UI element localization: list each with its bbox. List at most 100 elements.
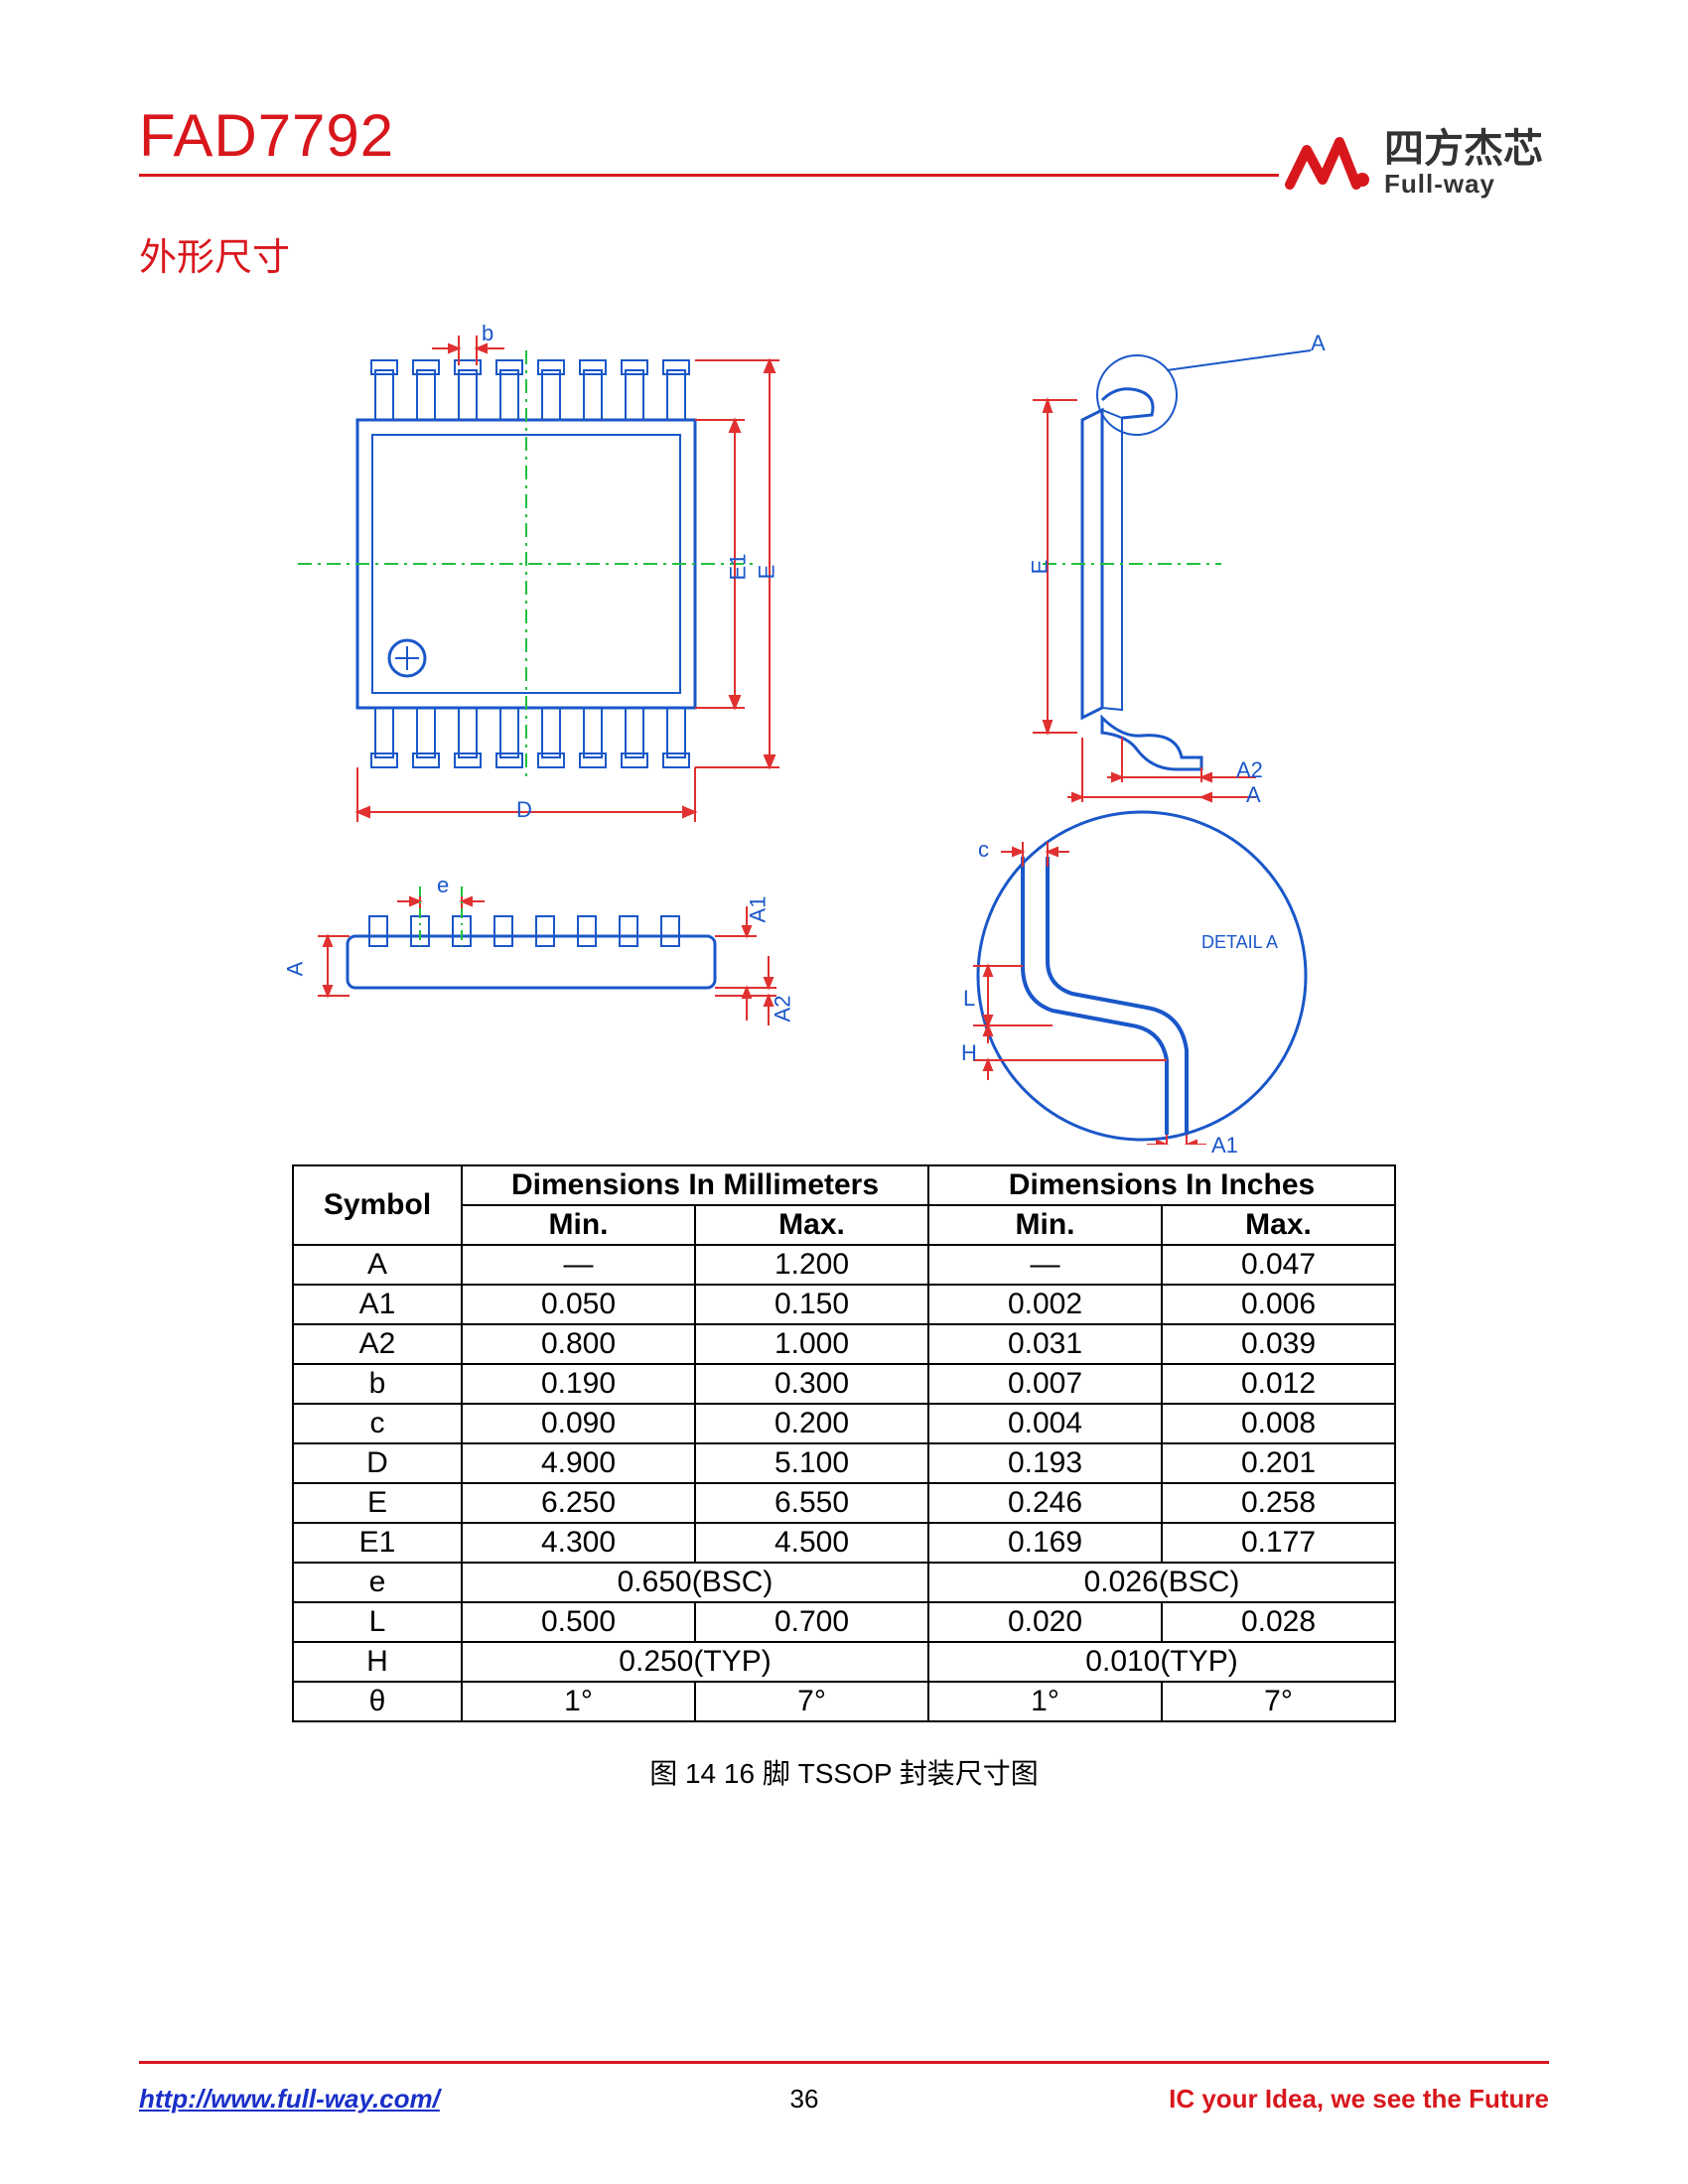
cell-symbol: E: [293, 1483, 462, 1523]
cell-symbol: e: [293, 1563, 462, 1602]
dim-A-label: A: [1246, 782, 1261, 808]
cell-symbol: A: [293, 1245, 462, 1285]
cell-in-span: 0.026(BSC): [928, 1563, 1395, 1602]
col-symbol: Symbol: [293, 1165, 462, 1245]
cell-mm-max: 7°: [695, 1682, 928, 1721]
cell-mm-min: 0.090: [462, 1404, 695, 1443]
cell-mm-min: 4.300: [462, 1523, 695, 1563]
package-diagram: b D E1 E e A A1 A2 A E A2 A c L H DETAIL…: [139, 301, 1549, 1145]
dim-e-label: e: [437, 873, 449, 898]
table-row: e0.650(BSC)0.026(BSC): [293, 1563, 1395, 1602]
cell-mm-max: 1.200: [695, 1245, 928, 1285]
dim-c-label: c: [978, 837, 989, 863]
page-header: FAD7792 四方杰芯 Full-way: [139, 99, 1549, 177]
col-in: Dimensions In Inches: [928, 1165, 1395, 1205]
dim-A-label-side: A: [282, 962, 308, 977]
callout-A-label: A: [1311, 331, 1326, 356]
cell-in-min: 0.169: [928, 1523, 1162, 1563]
cell-in-max: 0.012: [1162, 1364, 1395, 1404]
cell-mm-max: 1.000: [695, 1324, 928, 1364]
cell-mm-max: 0.700: [695, 1602, 928, 1642]
dim-A1-label-side: A1: [745, 896, 771, 923]
cell-symbol: b: [293, 1364, 462, 1404]
cell-symbol: θ: [293, 1682, 462, 1721]
cell-in-min: 0.193: [928, 1443, 1162, 1483]
table-row: E14.3004.5000.1690.177: [293, 1523, 1395, 1563]
cell-mm-max: 0.300: [695, 1364, 928, 1404]
cell-in-max: 0.258: [1162, 1483, 1395, 1523]
dim-E1-label: E1: [725, 554, 751, 581]
col-mm-max: Max.: [695, 1205, 928, 1245]
cell-in-min: 0.007: [928, 1364, 1162, 1404]
cell-in-min: 0.246: [928, 1483, 1162, 1523]
cell-in-max: 0.039: [1162, 1324, 1395, 1364]
table-header-row: Symbol Dimensions In Millimeters Dimensi…: [293, 1165, 1395, 1205]
cell-in-max: 7°: [1162, 1682, 1395, 1721]
cell-symbol: A2: [293, 1324, 462, 1364]
logo-en: Full-way: [1384, 169, 1543, 200]
table-row: A20.8001.0000.0310.039: [293, 1324, 1395, 1364]
cell-symbol: H: [293, 1642, 462, 1682]
cell-mm-span: 0.650(BSC): [462, 1563, 928, 1602]
dim-D-label: D: [516, 797, 532, 823]
cell-in-max: 0.177: [1162, 1523, 1395, 1563]
logo-icon: [1285, 130, 1374, 200]
col-in-max: Max.: [1162, 1205, 1395, 1245]
table-row: H0.250(TYP)0.010(TYP): [293, 1642, 1395, 1682]
cell-in-max: 0.006: [1162, 1285, 1395, 1324]
page-number: 36: [790, 2084, 819, 2115]
dim-L-label: L: [963, 986, 975, 1012]
logo-text: 四方杰芯 Full-way: [1384, 129, 1543, 200]
cell-in-span: 0.010(TYP): [928, 1642, 1395, 1682]
col-in-min: Min.: [928, 1205, 1162, 1245]
cell-in-max: 0.047: [1162, 1245, 1395, 1285]
cell-mm-min: —: [462, 1245, 695, 1285]
cell-mm-min: 0.800: [462, 1324, 695, 1364]
detail-A-label: DETAIL A: [1201, 932, 1278, 953]
dim-b-label: b: [482, 321, 493, 346]
cell-symbol: c: [293, 1404, 462, 1443]
table-row: A10.0500.1500.0020.006: [293, 1285, 1395, 1324]
page-footer: http://www.full-way.com/ 36 IC your Idea…: [139, 2061, 1549, 2115]
cell-symbol: E1: [293, 1523, 462, 1563]
table-row: A—1.200—0.047: [293, 1245, 1395, 1285]
dim-A2-label: A2: [1236, 757, 1263, 783]
cell-mm-max: 6.550: [695, 1483, 928, 1523]
cell-mm-min: 0.190: [462, 1364, 695, 1404]
cell-in-min: 0.004: [928, 1404, 1162, 1443]
cell-mm-span: 0.250(TYP): [462, 1642, 928, 1682]
cell-mm-min: 1°: [462, 1682, 695, 1721]
section-title: 外形尺寸: [139, 226, 1549, 281]
cell-in-max: 0.008: [1162, 1404, 1395, 1443]
dimensions-table: Symbol Dimensions In Millimeters Dimensi…: [292, 1164, 1396, 1722]
table-row: E6.2506.5500.2460.258: [293, 1483, 1395, 1523]
footer-link[interactable]: http://www.full-way.com/: [139, 2084, 440, 2115]
cell-symbol: L: [293, 1602, 462, 1642]
footer-slogan: IC your Idea, we see the Future: [1169, 2084, 1549, 2115]
cell-mm-max: 4.500: [695, 1523, 928, 1563]
cell-mm-max: 5.100: [695, 1443, 928, 1483]
cell-mm-max: 0.150: [695, 1285, 928, 1324]
table-row: D4.9005.1000.1930.201: [293, 1443, 1395, 1483]
cell-in-min: 1°: [928, 1682, 1162, 1721]
cell-mm-min: 4.900: [462, 1443, 695, 1483]
part-number: FAD7792: [139, 101, 394, 170]
table-row: b0.1900.3000.0070.012: [293, 1364, 1395, 1404]
dim-A2-label-side: A2: [770, 996, 795, 1023]
table-row: L0.5000.7000.0200.028: [293, 1602, 1395, 1642]
cell-in-min: —: [928, 1245, 1162, 1285]
dim-E-label2: E: [1027, 560, 1053, 575]
dim-H-label: H: [961, 1040, 977, 1066]
col-mm: Dimensions In Millimeters: [462, 1165, 928, 1205]
dimensions-table-wrap: Symbol Dimensions In Millimeters Dimensi…: [139, 1164, 1549, 1722]
logo-block: 四方杰芯 Full-way: [1279, 129, 1549, 200]
cell-mm-min: 0.050: [462, 1285, 695, 1324]
table-row: c0.0900.2000.0040.008: [293, 1404, 1395, 1443]
cell-symbol: A1: [293, 1285, 462, 1324]
cell-mm-min: 0.500: [462, 1602, 695, 1642]
cell-in-min: 0.020: [928, 1602, 1162, 1642]
table-row: θ1°7°1°7°: [293, 1682, 1395, 1721]
col-mm-min: Min.: [462, 1205, 695, 1245]
cell-in-max: 0.201: [1162, 1443, 1395, 1483]
cell-in-min: 0.002: [928, 1285, 1162, 1324]
